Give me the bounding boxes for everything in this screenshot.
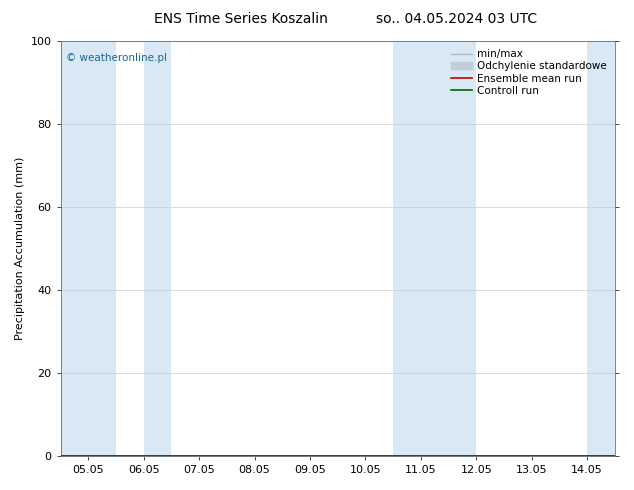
min/max <box>524 453 531 459</box>
min/max <box>57 453 65 459</box>
Ensemble mean run <box>524 453 531 459</box>
Text: © weatheronline.pl: © weatheronline.pl <box>66 53 167 64</box>
Bar <box>144 41 171 456</box>
Text: ENS Time Series Koszalin: ENS Time Series Koszalin <box>154 12 328 26</box>
Ensemble mean run <box>559 453 567 459</box>
Controll run <box>611 453 619 459</box>
Controll run <box>58 453 66 459</box>
min/max <box>611 453 619 459</box>
Ensemble mean run <box>611 453 619 459</box>
Ensemble mean run <box>385 453 392 459</box>
Ensemble mean run <box>387 453 394 459</box>
Text: so.. 04.05.2024 03 UTC: so.. 04.05.2024 03 UTC <box>376 12 537 26</box>
Bar <box>61 41 116 456</box>
min/max <box>58 453 66 459</box>
min/max <box>396 453 404 459</box>
Legend: min/max, Odchylenie standardowe, Ensemble mean run, Controll run: min/max, Odchylenie standardowe, Ensembl… <box>448 46 610 99</box>
Controll run <box>396 453 404 459</box>
Controll run <box>559 453 567 459</box>
Controll run <box>57 453 65 459</box>
Controll run <box>387 453 394 459</box>
min/max <box>387 453 394 459</box>
Controll run <box>385 453 392 459</box>
Y-axis label: Precipitation Accumulation (mm): Precipitation Accumulation (mm) <box>15 157 25 340</box>
Ensemble mean run <box>58 453 66 459</box>
Ensemble mean run <box>57 453 65 459</box>
Bar <box>393 41 476 456</box>
Controll run <box>524 453 531 459</box>
Bar <box>587 41 615 456</box>
min/max <box>559 453 567 459</box>
min/max <box>385 453 392 459</box>
Ensemble mean run <box>396 453 404 459</box>
